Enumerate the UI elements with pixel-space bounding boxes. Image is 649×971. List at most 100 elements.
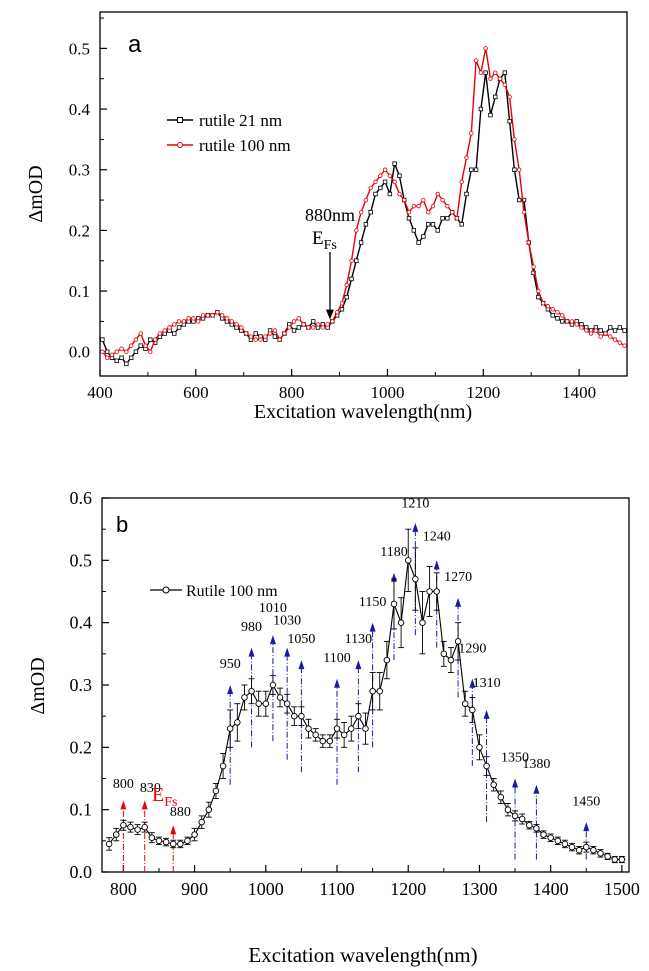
red-annotation-label: 800 — [113, 777, 134, 792]
data-point-rutile-100 — [263, 334, 268, 339]
blue-annotation-label: 1450 — [572, 794, 600, 809]
data-point-rutile-21 — [598, 328, 603, 333]
data-point-rutile-100-b — [412, 575, 419, 583]
data-point-rutile-100 — [392, 179, 397, 185]
data-point-rutile-100 — [459, 179, 464, 185]
data-point-rutile-100 — [239, 325, 244, 330]
data-point-rutile-100 — [445, 203, 450, 209]
ticks-b: 800 900 1000 1100 1200 1300 1400 1500 0.0 0.1 0.2 0… — [70, 488, 640, 899]
data-point-rutile-100 — [564, 319, 570, 324]
legend-label-rutile-100: rutile 100 nm — [199, 136, 291, 155]
data-point-rutile-21 — [176, 325, 182, 330]
data-point-rutile-100-b — [219, 762, 227, 770]
data-point-rutile-21 — [368, 209, 373, 215]
data-point-rutile-100 — [497, 76, 503, 81]
data-point-rutile-100-b — [476, 744, 483, 751]
data-point-rutile-100-b — [618, 856, 626, 863]
data-point-rutile-100-b — [547, 834, 554, 841]
data-point-rutile-100 — [507, 94, 512, 100]
data-point-rutile-100 — [215, 310, 220, 315]
data-point-rutile-100 — [454, 216, 460, 221]
y-tick-label-a: 0.1 — [69, 282, 90, 301]
data-point-rutile-100-b — [376, 687, 383, 695]
data-point-rutile-100-b — [191, 831, 198, 838]
legend-label-rutile-21: rutile 21 nm — [199, 111, 282, 130]
data-point-rutile-100 — [584, 328, 589, 333]
data-point-rutile-21 — [291, 328, 297, 333]
data-point-rutile-100 — [191, 316, 196, 321]
data-point-rutile-100-b — [248, 687, 255, 695]
data-point-rutile-21 — [382, 179, 388, 185]
data-point-rutile-100 — [243, 331, 249, 336]
legend-b: Rutile 100 nm — [150, 583, 278, 600]
red-annotation-label: 830 — [140, 781, 161, 796]
y-tick-label-b: 0.3 — [70, 675, 93, 695]
data-point-rutile-100 — [593, 328, 599, 333]
data-point-rutile-100 — [363, 197, 369, 203]
y-tick-label-a: 0.4 — [69, 100, 91, 119]
data-point-rutile-100 — [138, 331, 143, 336]
data-point-rutile-100 — [512, 137, 517, 142]
data-point-rutile-100 — [478, 70, 484, 75]
data-point-rutile-100 — [421, 197, 426, 203]
data-point-rutile-100 — [186, 316, 191, 321]
data-point-rutile-100 — [282, 331, 287, 336]
data-point-rutile-100 — [382, 167, 388, 172]
red-arrowhead — [141, 800, 148, 810]
data-point-rutile-100 — [435, 191, 440, 197]
annotation-880nm: 880nm — [305, 205, 355, 225]
data-point-rutile-100-b — [518, 815, 526, 823]
data-point-rutile-100 — [224, 316, 230, 321]
data-point-rutile-21 — [387, 191, 393, 197]
blue-annotation-label: 1130 — [345, 632, 372, 647]
data-point-rutile-21 — [416, 240, 421, 245]
blue-annotation-label: 1030 — [273, 614, 301, 629]
blue-arrowhead — [355, 660, 362, 670]
blue-arrowhead — [533, 784, 540, 794]
y-tick-label-b: 0.0 — [70, 862, 93, 882]
blue-arrowhead — [412, 522, 419, 532]
data-point-rutile-100 — [402, 197, 407, 203]
data-point-rutile-100 — [598, 334, 603, 339]
data-point-rutile-100 — [354, 228, 359, 233]
data-point-rutile-100-b — [255, 700, 262, 707]
data-point-rutile-21 — [488, 112, 493, 118]
data-point-rutile-100-b — [404, 557, 412, 564]
data-point-rutile-100 — [287, 325, 292, 330]
legend-label-rutile-100-b: Rutile 100 nm — [186, 583, 278, 600]
red-arrowhead — [170, 825, 177, 835]
data-point-rutile-100 — [114, 349, 119, 354]
data-point-rutile-21 — [397, 173, 402, 178]
data-point-rutile-100 — [124, 349, 129, 354]
data-point-rutile-100 — [555, 310, 560, 315]
data-point-rutile-100 — [612, 337, 618, 342]
annotation-efs: EFs — [312, 228, 337, 253]
data-point-rutile-21 — [435, 228, 440, 233]
data-point-rutile-100 — [200, 313, 206, 318]
data-point-rutile-100 — [315, 322, 321, 327]
plot-frame-a — [99, 11, 628, 377]
data-point-rutile-21 — [363, 222, 369, 227]
data-point-rutile-100 — [608, 334, 613, 339]
data-point-rutile-21 — [608, 325, 613, 330]
data-point-rutile-21 — [138, 343, 143, 348]
efs-label-b: EFs — [152, 784, 177, 810]
data-point-rutile-100 — [152, 337, 158, 342]
data-point-rutile-100-b — [198, 818, 205, 826]
data-point-rutile-100-b — [291, 712, 298, 720]
blue-arrowhead — [369, 622, 376, 632]
data-point-rutile-100-b — [497, 793, 505, 801]
data-point-rutile-100-b — [241, 694, 248, 701]
y-tick-label-a: 0.3 — [69, 161, 90, 180]
data-point-rutile-21 — [354, 258, 359, 263]
data-point-rutile-100-b — [390, 600, 398, 608]
data-point-rutile-100-b — [162, 838, 170, 846]
y-tick-label-b: 0.4 — [70, 613, 93, 633]
data-point-rutile-100-b — [469, 706, 476, 714]
data-point-rutile-100 — [301, 322, 306, 327]
data-point-rutile-100-b — [112, 831, 120, 838]
x-tick-label-b: 1300 — [461, 879, 497, 899]
data-point-rutile-100 — [406, 209, 412, 215]
data-point-rutile-100 — [181, 319, 187, 324]
blue-annotation-label: 1050 — [287, 632, 315, 647]
